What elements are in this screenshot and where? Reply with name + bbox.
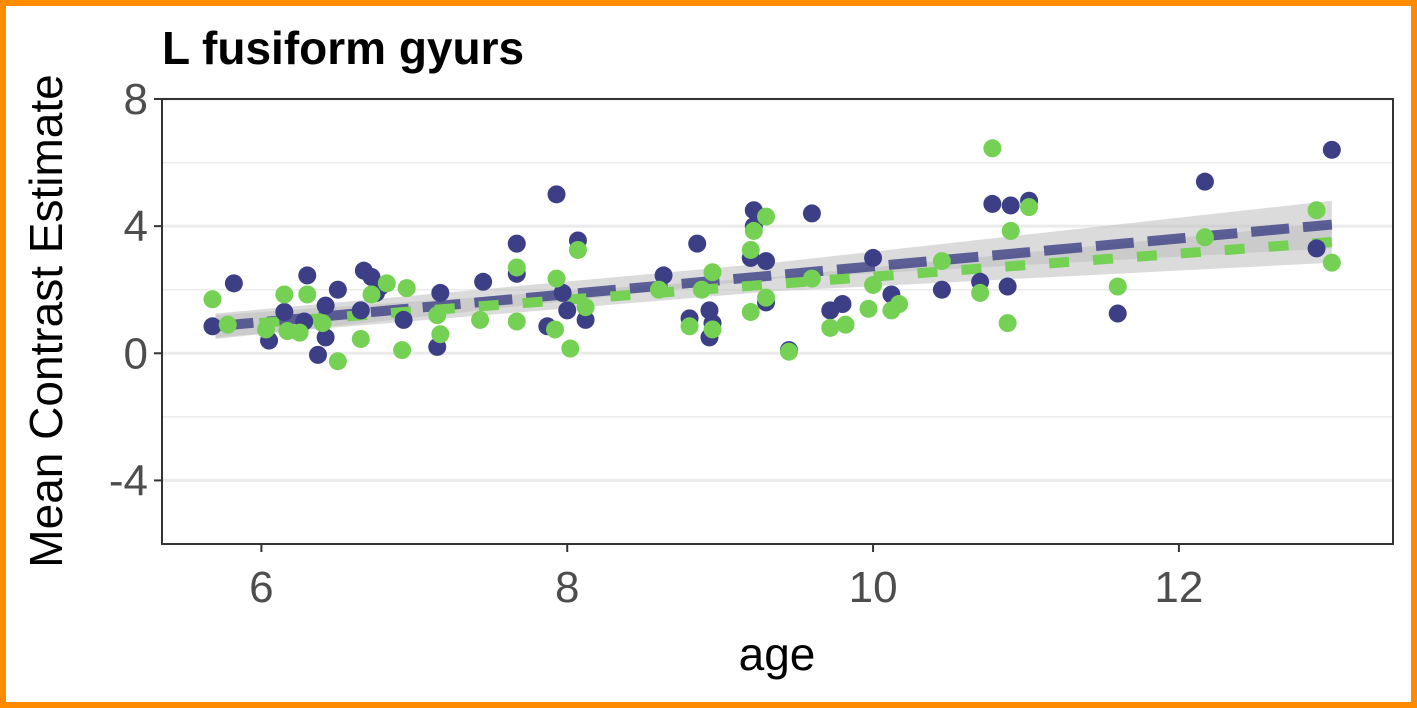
data-point-2 (864, 275, 883, 294)
data-point-1 (1001, 196, 1020, 215)
data-point-2 (741, 240, 760, 259)
data-point-1 (553, 283, 572, 302)
data-point-2 (377, 274, 396, 293)
x-tick-label: 6 (249, 563, 273, 612)
data-point-2 (362, 285, 381, 304)
data-point-1 (757, 252, 776, 271)
data-point-1 (351, 301, 370, 320)
data-point-2 (757, 207, 776, 226)
data-point-1 (316, 296, 335, 315)
data-point-2 (836, 315, 855, 334)
data-point-2 (256, 320, 275, 339)
data-point-2 (779, 342, 798, 361)
data-point-1 (316, 328, 335, 347)
data-point-2 (1307, 201, 1326, 220)
y-axis-title: Mean Contrast Estimate (20, 74, 72, 567)
data-point-2 (1001, 221, 1020, 240)
data-point-1 (864, 248, 883, 267)
data-point-2 (507, 312, 526, 331)
data-point-2 (313, 314, 332, 333)
data-point-2 (971, 283, 990, 302)
data-point-2 (298, 285, 317, 304)
x-axis-title: age (739, 628, 816, 680)
y-tick-label: 8 (124, 75, 148, 124)
data-point-1 (654, 266, 673, 285)
data-point-2 (203, 290, 222, 309)
plot-panel-border (161, 98, 1394, 545)
data-point-1 (431, 283, 450, 302)
data-point-2 (568, 240, 587, 259)
x-tick-label: 10 (849, 563, 898, 612)
data-point-1 (1108, 304, 1127, 323)
data-point-2 (576, 298, 595, 317)
data-point-2 (890, 295, 909, 314)
data-point-1 (1195, 172, 1214, 191)
data-point-2 (547, 269, 566, 288)
data-point-1 (474, 272, 493, 291)
data-point-1 (688, 234, 707, 253)
data-point-2 (561, 339, 580, 358)
data-point-1 (1322, 140, 1341, 159)
data-point-1 (1307, 239, 1326, 258)
data-point-2 (1020, 198, 1039, 217)
data-point-2 (431, 325, 450, 344)
data-point-2 (471, 310, 490, 329)
chart-title: L fusiform gyurs (162, 22, 524, 74)
data-point-2 (275, 285, 294, 304)
data-point-1 (298, 266, 317, 285)
data-point-2 (692, 280, 711, 299)
data-point-1 (308, 345, 327, 364)
data-point-2 (1322, 253, 1341, 272)
data-point-1 (833, 295, 852, 314)
data-point-2 (859, 299, 878, 318)
confidence-bands (215, 200, 1332, 339)
data-point-2 (397, 279, 416, 298)
data-point-2 (649, 280, 668, 299)
data-point-2 (744, 221, 763, 240)
data-point-1 (394, 310, 413, 329)
data-point-1 (275, 302, 294, 321)
data-point-2 (741, 302, 760, 321)
axes: -4 0 4 8 6 8 10 12 (109, 75, 1204, 612)
data-point-2 (393, 341, 412, 360)
data-point-1 (507, 234, 526, 253)
data-point-1 (932, 280, 951, 299)
data-point-2 (703, 320, 722, 339)
y-tick-label: 0 (124, 329, 148, 378)
data-point-2 (932, 252, 951, 271)
x-tick-label: 12 (1154, 563, 1203, 612)
y-tick-label: -4 (109, 456, 148, 505)
data-points (203, 139, 1341, 371)
data-point-1 (576, 310, 595, 329)
data-point-2 (428, 306, 447, 325)
data-point-2 (351, 329, 370, 348)
data-point-1 (224, 274, 243, 293)
data-point-2 (290, 323, 309, 342)
data-point-1 (998, 277, 1017, 296)
data-point-1 (558, 301, 577, 320)
data-point-2 (703, 263, 722, 282)
data-point-2 (680, 317, 699, 336)
data-point-2 (757, 288, 776, 307)
data-point-2 (546, 320, 565, 339)
data-point-2 (1108, 277, 1127, 296)
data-point-2 (507, 258, 526, 277)
x-tick-label: 8 (555, 563, 579, 612)
data-point-2 (802, 269, 821, 288)
data-point-1 (328, 280, 347, 299)
data-point-1 (802, 204, 821, 223)
data-point-2 (328, 352, 347, 371)
data-point-2 (821, 318, 840, 337)
data-point-1 (983, 194, 1002, 213)
data-point-1 (547, 185, 566, 204)
data-point-2 (1195, 228, 1214, 247)
data-point-2 (218, 315, 237, 334)
data-point-1 (203, 317, 222, 336)
data-point-2 (998, 314, 1017, 333)
y-tick-label: 4 (124, 202, 148, 251)
data-point-2 (983, 139, 1002, 158)
